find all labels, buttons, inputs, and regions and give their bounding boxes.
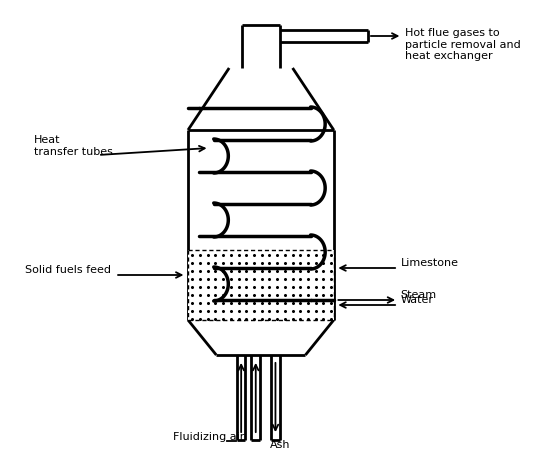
Text: Fluidizing air: Fluidizing air bbox=[174, 432, 245, 442]
Bar bbox=[188, 250, 334, 320]
Text: Hot flue gases to
particle removal and
heat exchanger: Hot flue gases to particle removal and h… bbox=[405, 28, 521, 61]
Text: Steam: Steam bbox=[400, 290, 437, 300]
Text: Limestone: Limestone bbox=[400, 258, 459, 268]
Text: Heat
transfer tubes: Heat transfer tubes bbox=[34, 135, 113, 157]
Text: Water: Water bbox=[400, 295, 433, 305]
Text: Solid fuels feed: Solid fuels feed bbox=[25, 265, 111, 275]
Text: Ash: Ash bbox=[270, 440, 290, 450]
